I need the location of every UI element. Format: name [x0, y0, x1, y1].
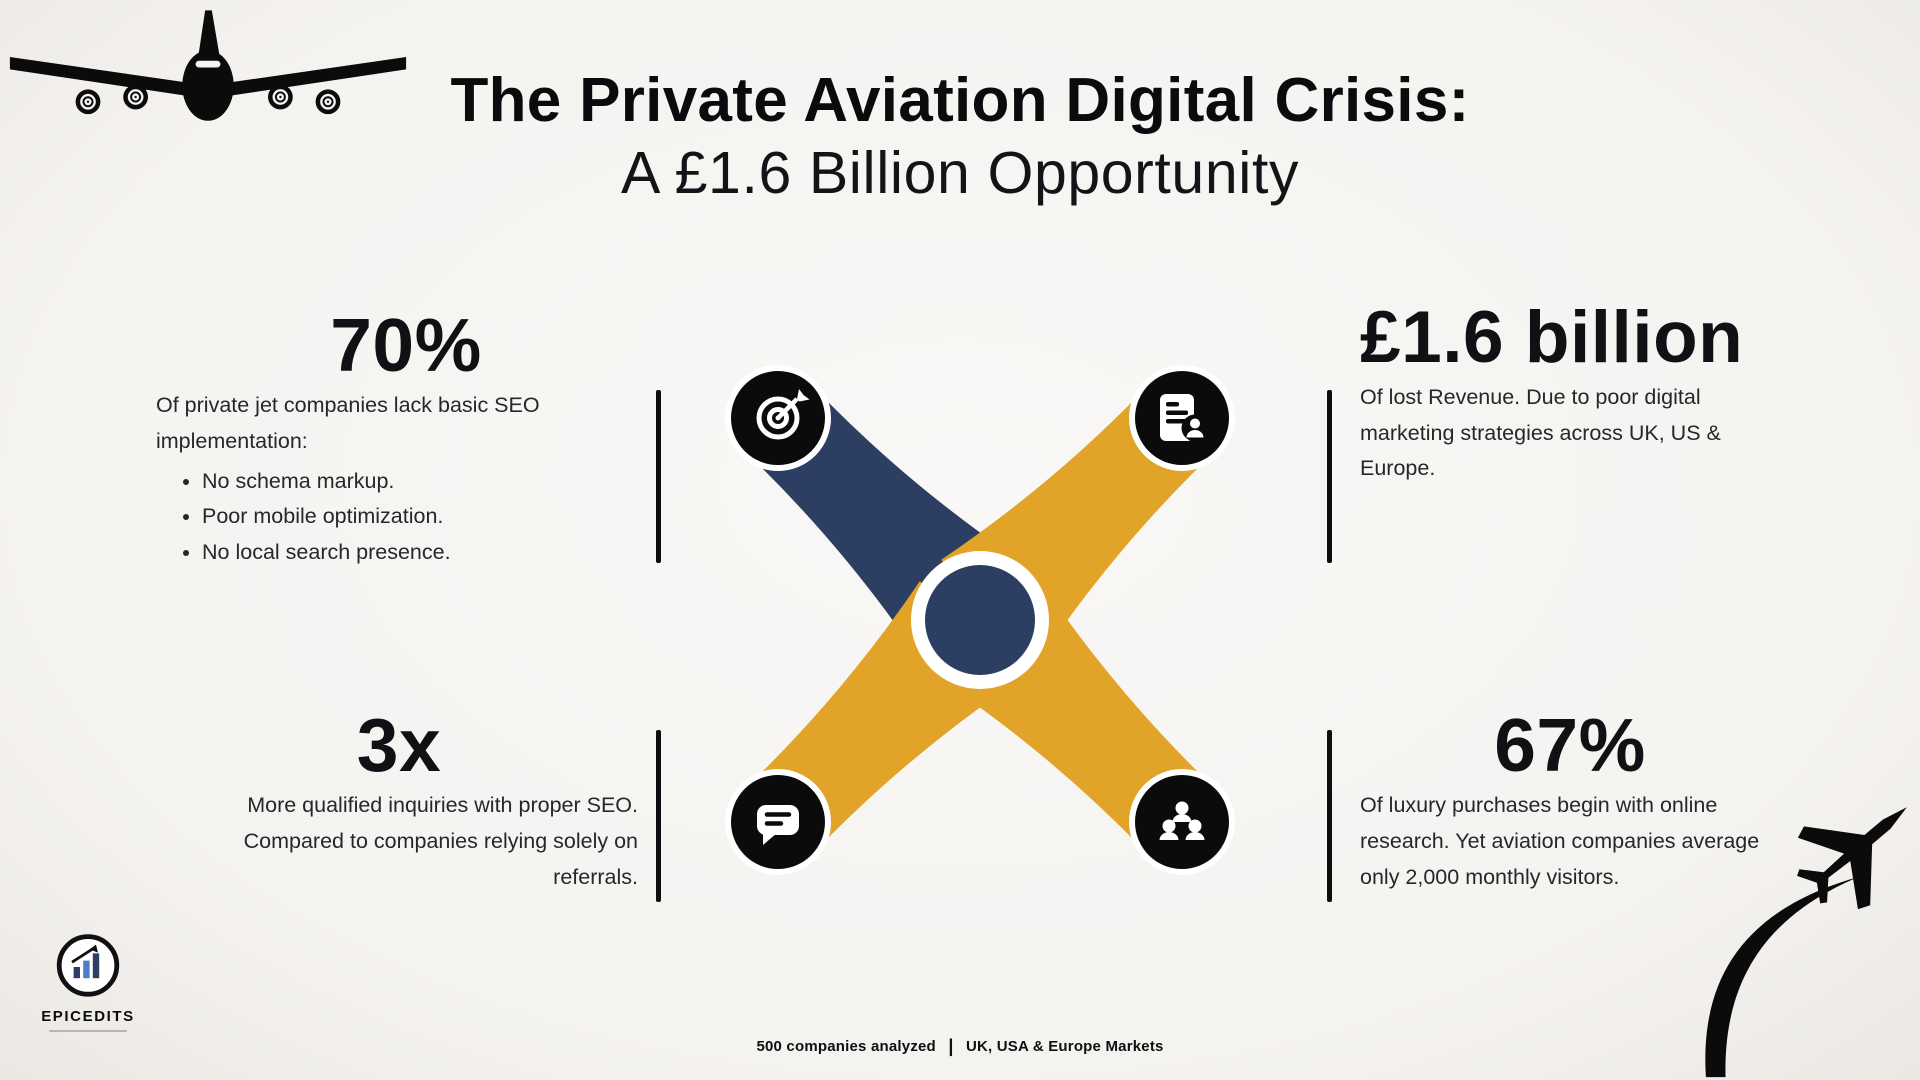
stat-lost-revenue: £1.6 billion Of lost Revenue. Due to poo…	[1360, 296, 1800, 487]
bullet-item: Poor mobile optimization.	[202, 499, 656, 535]
airplane-trail-icon	[1705, 807, 1907, 1078]
divider-line	[1327, 390, 1332, 563]
stat-seo-gap-text: Of private jet companies lack basic SEO …	[156, 393, 540, 453]
center-circle	[911, 551, 1049, 689]
bullet-item: No schema markup.	[202, 464, 656, 500]
title-line-2: A £1.6 Billion Opportunity	[620, 140, 1300, 207]
footer-note: 500 companies analyzed | UK, USA & Europ…	[0, 1036, 1920, 1057]
stat-seo-gap-value: 70%	[330, 303, 482, 387]
title-line-1: The Private Aviation Digital Crisis:	[450, 66, 1470, 135]
footer-left-text: 500 companies analyzed	[756, 1038, 936, 1055]
stat-inquiries: 3x More qualified inquiries with proper …	[160, 702, 638, 895]
stat-lost-revenue-text: Of lost Revenue. Due to poor digital mar…	[1360, 384, 1721, 481]
stat-seo-gap: 70% Of private jet companies lack basic …	[156, 302, 656, 571]
divider-line	[656, 730, 661, 902]
airplane-front-icon	[9, 10, 407, 121]
stat-inquiries-value: 3x	[356, 703, 442, 787]
logo-tagline	[49, 1030, 127, 1032]
stat-online-research-value: 67%	[1494, 703, 1646, 787]
chat-icon	[725, 769, 831, 875]
bar-chart-logo-icon	[56, 934, 120, 997]
stat-online-research-text: Of luxury purchases begin with online re…	[1360, 793, 1760, 889]
divider-line	[656, 390, 661, 563]
team-icon	[1129, 769, 1235, 875]
target-icon	[725, 365, 831, 471]
stat-online-research: 67% Of luxury purchases begin with onlin…	[1360, 702, 1798, 895]
stat-lost-revenue-value: £1.6 billion	[1360, 297, 1744, 378]
epicedits-logo: EPICEDITS	[28, 928, 148, 1032]
bullet-item: No local search presence.	[202, 535, 656, 571]
central-x-diagram	[725, 365, 1235, 875]
stat-seo-gap-bullets: No schema markup. Poor mobile optimizati…	[156, 464, 656, 571]
logo-name: EPICEDITS	[41, 1008, 135, 1025]
page-title: The Private Aviation Digital Crisis: A £…	[0, 64, 1920, 209]
footer-right-text: UK, USA & Europe Markets	[965, 1038, 1164, 1055]
resume-icon	[1129, 365, 1235, 471]
footer-separator: |	[948, 1036, 954, 1056]
stat-inquiries-text: More qualified inquiries with proper SEO…	[243, 793, 638, 889]
divider-line	[1327, 730, 1332, 902]
